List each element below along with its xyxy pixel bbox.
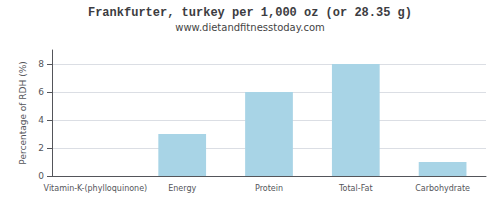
svg-text:Frankfurter, turkey per 1,000: Frankfurter, turkey per 1,000 oz (or 28.… [88,6,412,20]
svg-text:2: 2 [38,143,44,153]
svg-text:Energy: Energy [168,184,196,193]
svg-text:4: 4 [38,115,44,125]
svg-text:Total-Fat: Total-Fat [338,184,372,193]
svg-text:0: 0 [38,171,44,181]
svg-text:Protein: Protein [255,184,283,193]
svg-text:www.dietandfitnesstoday.com: www.dietandfitnesstoday.com [175,22,324,33]
svg-text:8: 8 [38,59,44,69]
svg-text:Vitamin-K-(phylloquinone): Vitamin-K-(phylloquinone) [44,184,148,193]
svg-text:6: 6 [38,87,44,97]
svg-text:Percentage of RDH (%): Percentage of RDH (%) [18,61,28,164]
svg-text:Carbohydrate: Carbohydrate [415,184,470,193]
